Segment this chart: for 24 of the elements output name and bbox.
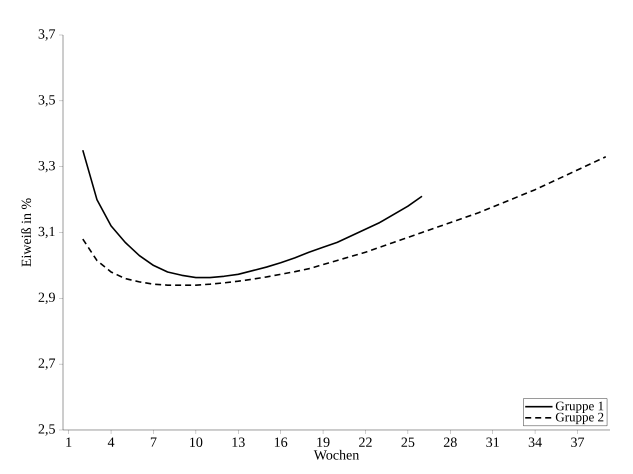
y-tick-label: 2,7 bbox=[38, 358, 56, 370]
y-tick-label: 2,9 bbox=[38, 292, 55, 304]
x-tick-label: 16 bbox=[274, 438, 288, 447]
legend-label: Gruppe 1 bbox=[556, 402, 604, 413]
y-tick-label: 2,5 bbox=[38, 424, 55, 436]
x-tick-label: 4 bbox=[108, 438, 114, 447]
x-axis-title: Wochen bbox=[314, 450, 360, 460]
x-tick-label: 10 bbox=[190, 438, 202, 447]
x-tick-label: 37 bbox=[571, 438, 584, 447]
x-tick-label: 25 bbox=[401, 438, 414, 447]
x-tick-label: 34 bbox=[528, 438, 542, 447]
y-tick-label: 3,7 bbox=[38, 29, 56, 41]
legend-label: Gruppe 2 bbox=[556, 412, 604, 424]
x-tick-label: 7 bbox=[150, 438, 157, 447]
y-tick-label: 3,3 bbox=[38, 160, 55, 172]
x-tick-label: 1 bbox=[66, 438, 72, 447]
y-axis-title: Eiweiß in % bbox=[21, 198, 32, 267]
x-tick-label: 19 bbox=[317, 438, 330, 447]
x-tick-label: 13 bbox=[232, 438, 245, 447]
y-tick-label: 3,5 bbox=[38, 95, 55, 107]
x-tick-label: 28 bbox=[444, 438, 457, 447]
x-tick-label: 22 bbox=[359, 438, 372, 447]
x-tick-label: 31 bbox=[486, 438, 499, 447]
y-tick-label: 3,1 bbox=[38, 226, 55, 238]
